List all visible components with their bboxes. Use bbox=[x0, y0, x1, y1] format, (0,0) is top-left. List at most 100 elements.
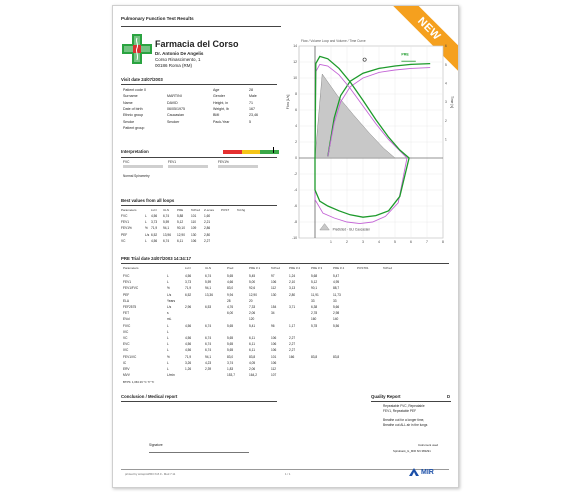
trial-cell: 2,27 bbox=[289, 342, 296, 347]
y-tick-label: 10 bbox=[293, 76, 297, 80]
trial-cell: 130 bbox=[271, 292, 277, 297]
trial-cell: L bbox=[167, 367, 169, 371]
x-tick-label: 1 bbox=[330, 240, 332, 244]
y2-tick-label: 2 bbox=[445, 119, 447, 123]
footer-rule bbox=[121, 469, 449, 470]
trial-cell: 3,74 bbox=[227, 360, 234, 365]
best-values-header: ULN bbox=[163, 208, 170, 212]
trial-cell: 96 bbox=[271, 323, 275, 328]
quality-messages: Repeatable FVC, Repeatable FEV1, Repeatab… bbox=[383, 404, 427, 428]
patient-field-label: Name bbox=[123, 100, 133, 105]
best-values-header: %Chg bbox=[237, 208, 246, 212]
best-values-cell: L bbox=[145, 214, 147, 218]
x-tick-label: 5 bbox=[394, 240, 396, 244]
y2-tick-label: 6 bbox=[445, 44, 447, 48]
best-values-cell: 2,86 bbox=[204, 226, 211, 231]
trial-cell: 4,66 bbox=[227, 280, 234, 285]
trial-cell: 88,7 bbox=[333, 286, 340, 291]
best-values-title: Best values from all loops bbox=[121, 198, 175, 203]
trial-cell: Years bbox=[167, 298, 176, 303]
trial-cell: 6,00 bbox=[227, 311, 234, 316]
trial-cell: L bbox=[167, 274, 169, 278]
trial-cell: 7,33 bbox=[249, 305, 256, 309]
trial-cell: 5,65 bbox=[227, 323, 234, 328]
trial-cell: FEF2575 bbox=[123, 305, 137, 309]
patient-field-label: Smoke bbox=[123, 119, 135, 124]
legend-predicted-swatch bbox=[319, 223, 330, 231]
interpretation-result: Normal Spirometry bbox=[123, 174, 150, 178]
best-values-cell: 1,60 bbox=[204, 214, 211, 218]
best-values-cell: 4,56 bbox=[151, 214, 158, 218]
trial-cell: 34 bbox=[271, 311, 275, 316]
trial-cell: EVC bbox=[123, 342, 130, 347]
best-values-cell: 3,73 bbox=[151, 220, 158, 225]
trial-cell: FEV1/VC bbox=[123, 354, 137, 359]
quality-title: Quality Report bbox=[371, 394, 401, 399]
trial-header: PRE # 3 bbox=[311, 266, 323, 270]
trial-cell: 2,27 bbox=[289, 348, 296, 353]
trial-cell: FIVC bbox=[123, 323, 131, 328]
best-values-cell: FEV1% bbox=[121, 226, 132, 231]
trial-cell: 6,11 bbox=[249, 342, 255, 347]
y-tick-label: -8 bbox=[294, 220, 297, 224]
pharmacy-address: Corso Rinascimento, 1 bbox=[155, 57, 201, 62]
trial-cell: EVol bbox=[123, 317, 130, 322]
trial-cell: 153,7 bbox=[227, 373, 235, 378]
signature-label: Signature bbox=[149, 443, 163, 447]
trial-cell: L bbox=[167, 348, 169, 353]
trial-cell: IVC bbox=[123, 348, 129, 353]
trial-cell: 4,23 bbox=[205, 360, 212, 365]
trial-cell: 5,41 bbox=[249, 323, 256, 328]
trial-cell: 6,38 bbox=[311, 305, 318, 309]
best-values-cell: 5,59 bbox=[163, 220, 170, 225]
trial-cell: 20 bbox=[249, 298, 253, 303]
trial-cell: 6,74 bbox=[205, 323, 212, 328]
trial-cell: 106 bbox=[271, 342, 277, 347]
y-tick-label: -2 bbox=[294, 172, 297, 176]
interpretation-scale bbox=[223, 150, 280, 154]
patient-field-label: Pack-Year bbox=[213, 119, 230, 124]
y-tick-label: 8 bbox=[295, 92, 297, 96]
patient-field-value: Smoker bbox=[167, 119, 180, 124]
best-values-cell: 6,11 bbox=[177, 238, 183, 243]
trial-cell: 4,56 bbox=[185, 323, 192, 328]
patient-field-label: Weight, lb bbox=[213, 106, 229, 111]
trial-cell: FET bbox=[123, 311, 130, 316]
trial-cell: L/s bbox=[167, 305, 172, 309]
y-axis-label: Flow [L/s] bbox=[286, 95, 290, 110]
y2-tick-label: 3 bbox=[445, 100, 447, 104]
best-values-cell: 110 bbox=[191, 220, 197, 225]
trial-cell: 5,47 bbox=[333, 274, 340, 278]
trial-cell: 2,06 bbox=[249, 311, 256, 316]
best-values-cell: 5,12 bbox=[177, 220, 184, 225]
trial-cell: 5,66 bbox=[333, 305, 340, 309]
trial-cell: 1,17 bbox=[289, 323, 296, 328]
trial-cell: 5,65 bbox=[227, 336, 234, 340]
trial-cell: 28 bbox=[227, 298, 231, 303]
trial-header: LLN bbox=[185, 266, 191, 270]
best-values-cell: 6,52 bbox=[151, 232, 158, 237]
trial-title: PRE Trial date 24/07/2003 14:34:17 bbox=[121, 256, 191, 261]
post-flow-volume-loop bbox=[314, 63, 408, 225]
best-values-rule bbox=[121, 205, 277, 206]
pef-marker bbox=[362, 57, 367, 62]
volume-time-curve-volume-time bbox=[327, 62, 431, 157]
predicted-area bbox=[314, 73, 396, 159]
trial-cell: 97 bbox=[271, 274, 275, 278]
y2-axis-label: Time [s] bbox=[450, 96, 454, 108]
trial-cell: 2,80 bbox=[289, 292, 296, 297]
trial-cell: 4,56 bbox=[185, 336, 192, 340]
trial-cell: 2,98 bbox=[333, 311, 340, 316]
quality-message-line: FEV1, Repeatable PEF bbox=[383, 408, 417, 413]
trial-cell: L bbox=[167, 280, 169, 285]
trial-cell: 4,56 bbox=[185, 274, 192, 278]
trial-cell: 166 bbox=[289, 354, 295, 359]
report-page: NEW Pulmonary Function Test Results Farm… bbox=[112, 5, 459, 488]
trial-cell: 140 bbox=[333, 317, 339, 322]
trial-cell: 6,74 bbox=[205, 342, 212, 347]
trial-cell: 2,39 bbox=[205, 367, 212, 371]
quality-message-line: Repeatable FVC, Repeatable bbox=[383, 404, 425, 408]
trial-cell: 83,8 bbox=[311, 354, 318, 359]
trial-cell: IVC bbox=[123, 329, 129, 334]
y-tick-label: 2 bbox=[295, 140, 297, 144]
